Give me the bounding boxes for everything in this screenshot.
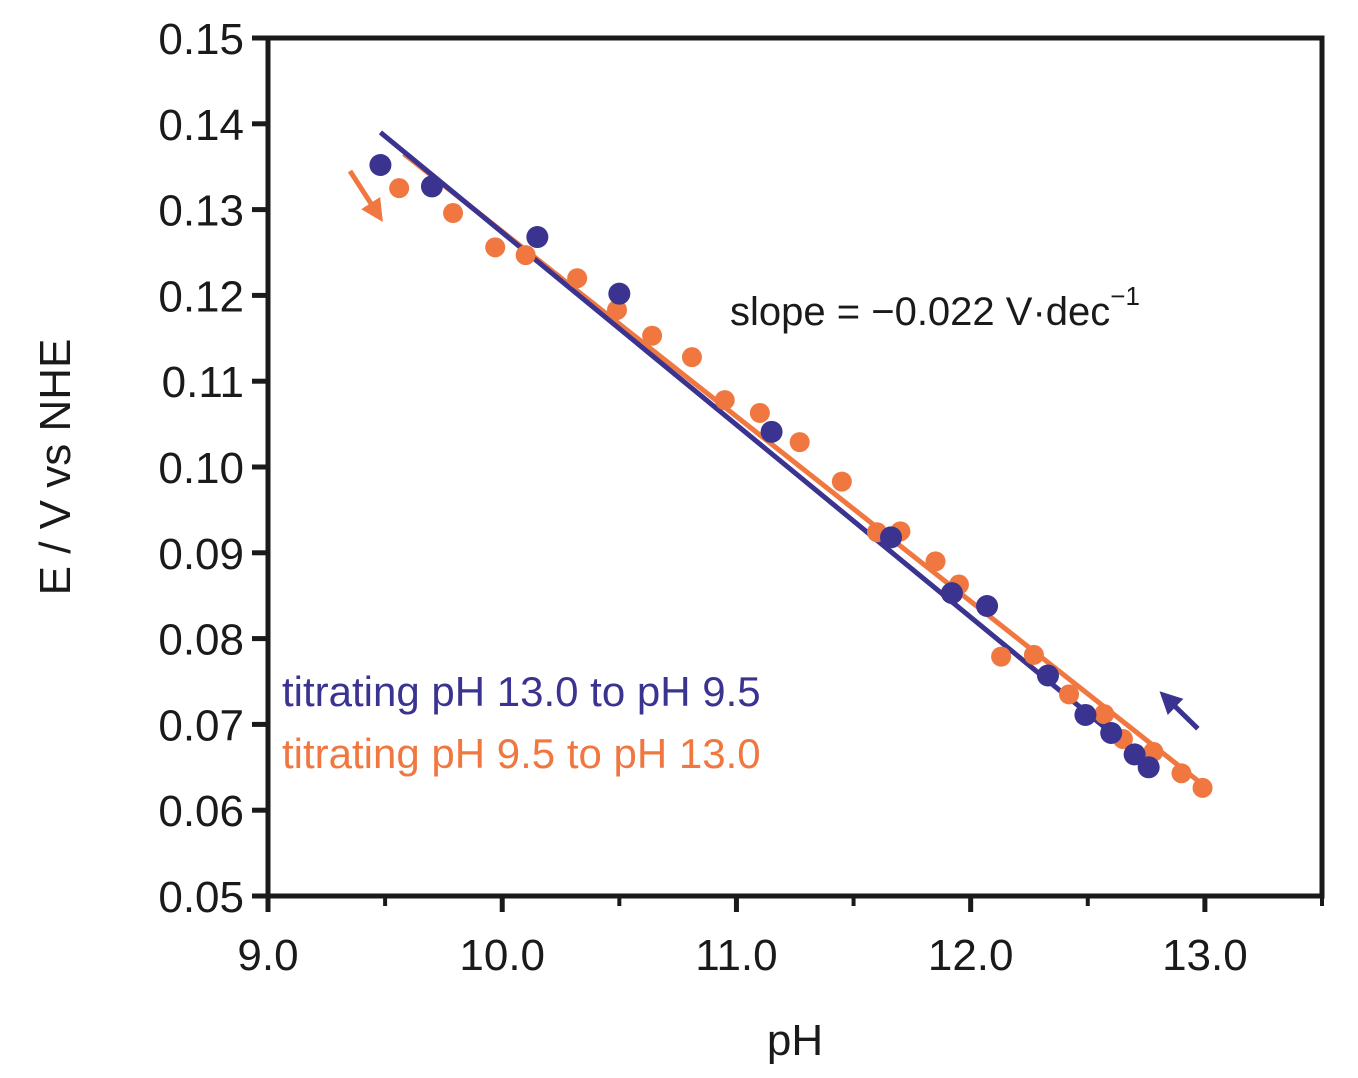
x-tick-label: 11.0 [695,931,777,980]
data-points [369,153,1213,798]
data-point-s1-3 [515,245,536,266]
data-point-s1-4 [567,268,588,289]
data-point-s1-14 [925,551,946,572]
legend: titrating pH 13.0 to pH 9.5 titrating pH… [282,668,761,777]
fit-lines [378,130,1205,787]
x-tick-label: 12.0 [928,931,1014,980]
y-tick-label: 0.08 [158,616,244,665]
data-point-s1-5 [606,299,627,320]
data-point-s1-1 [443,203,464,224]
x-tick-label: 13.0 [1162,931,1248,980]
data-point-s1-22 [1171,763,1192,784]
data-point-s0-10 [1100,721,1123,744]
data-point-s1-18 [1059,684,1080,705]
data-point-s1-16 [991,646,1012,667]
y-tick-label: 0.09 [158,530,244,579]
x-tick-label: 9.0 [237,931,298,980]
data-point-s1-17 [1023,644,1044,665]
data-point-s0-4 [760,420,783,443]
data-point-s0-8 [1036,664,1059,687]
y-tick-label: 0.14 [158,101,244,150]
data-point-s0-7 [976,594,999,617]
data-point-s0-5 [880,526,903,549]
data-point-s0-11 [1123,743,1146,766]
data-point-s1-9 [749,402,770,423]
data-point-s1-0 [389,178,410,199]
data-point-s1-6 [642,325,663,346]
data-point-s1-19 [1094,704,1115,725]
data-point-s0-1 [420,175,443,198]
y-tick-label: 0.15 [158,15,244,64]
data-point-s0-12 [1137,756,1160,779]
x-tick-label: 10.0 [459,931,545,980]
direction-arrow-1 [347,169,383,222]
slope-annotation: slope = −0.022 V·dec−1 [730,281,1140,334]
fit-line-0 [378,130,1155,770]
data-point-s1-10 [789,432,810,453]
slope-superscript: −1 [1110,281,1140,311]
data-point-s1-7 [681,347,702,368]
x-axis-title: pH [767,1016,823,1065]
y-tick-label: 0.06 [158,787,244,836]
data-point-s0-0 [369,153,392,176]
y-tick-label: 0.07 [158,701,244,750]
direction-arrows [347,169,1200,731]
y-tick-label: 0.10 [158,444,244,493]
data-point-s1-11 [831,471,852,492]
legend-entry-blue: titrating pH 13.0 to pH 9.5 [282,668,761,715]
data-point-s1-23 [1192,777,1213,798]
data-point-s0-3 [608,282,631,305]
slope-text: slope = −0.022 V·dec [730,290,1110,334]
data-point-s0-9 [1074,703,1097,726]
data-point-s0-6 [940,582,963,605]
y-tick-label: 0.13 [158,187,244,236]
data-point-s1-8 [714,390,735,411]
direction-arrow-0 [1159,691,1200,731]
legend-entry-orange: titrating pH 9.5 to pH 13.0 [282,730,761,777]
y-axis-title: E / V vs NHE [31,339,80,596]
tick-labels: 9.0 10.0 11.0 12.0 13.0 0.05 0.06 0.07 0.08 0.09 0… [158,15,1247,980]
y-tick-label: 0.11 [162,358,244,407]
data-point-s0-2 [526,226,549,249]
axis-ticks [252,35,1324,912]
y-tick-label: 0.12 [158,272,244,321]
y-tick-label: 0.05 [158,873,244,922]
data-point-s1-2 [485,237,506,258]
